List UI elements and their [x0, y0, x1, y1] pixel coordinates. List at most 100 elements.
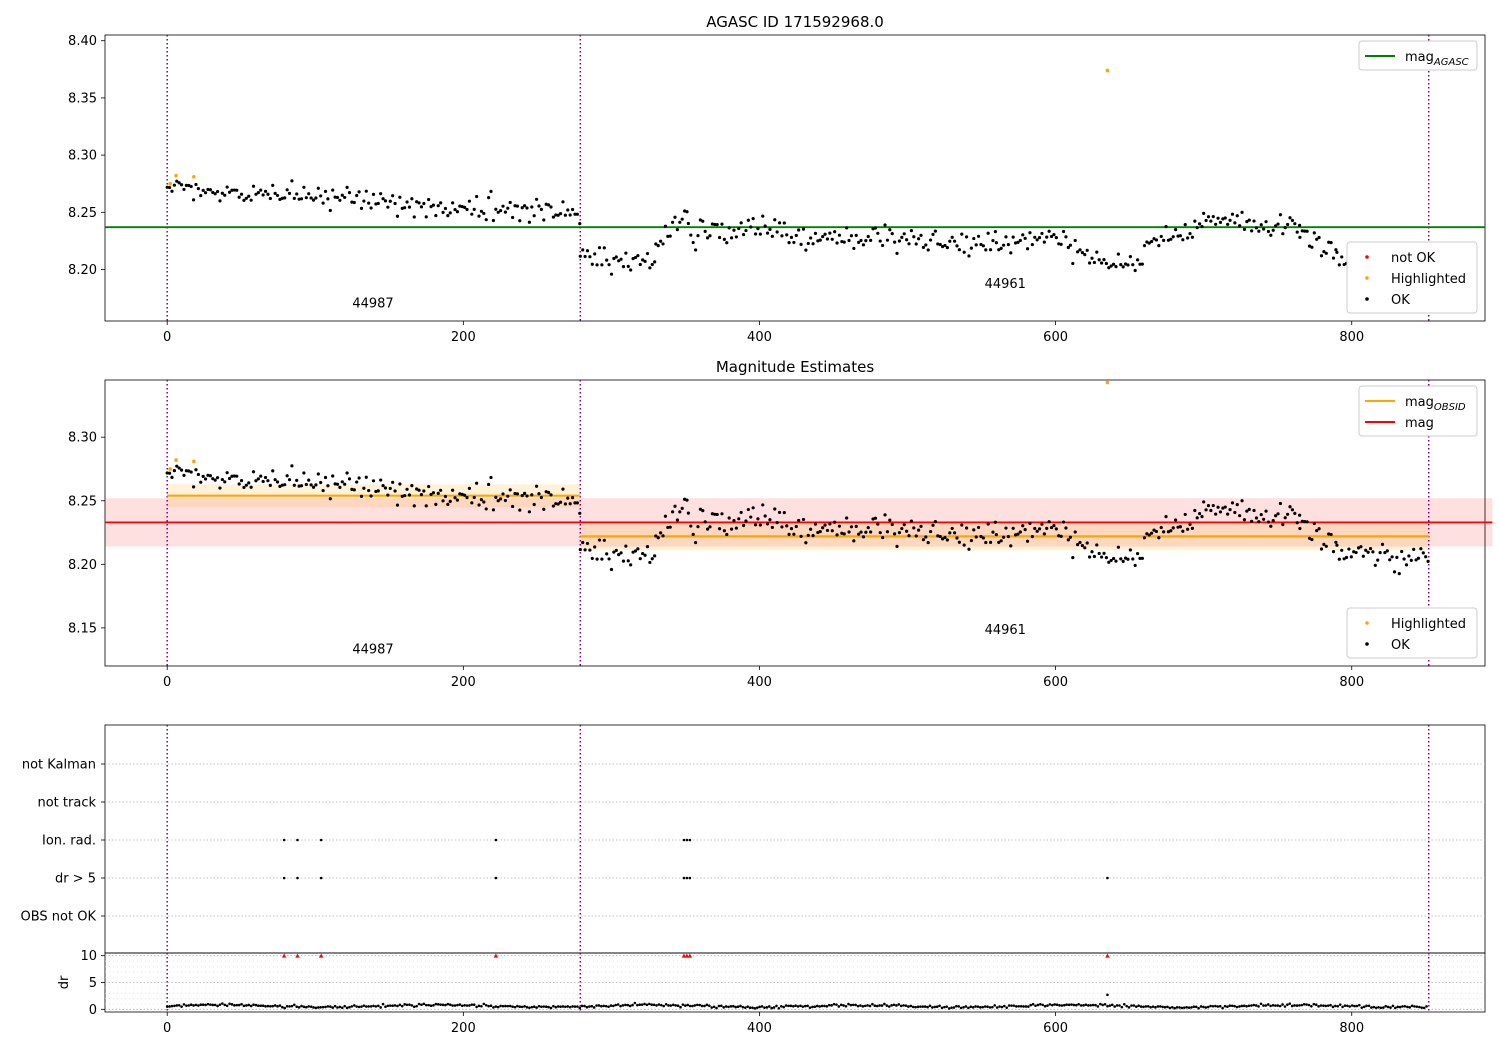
dr-point [1127, 1006, 1131, 1009]
ok-point [441, 499, 445, 503]
dr-point [1406, 1005, 1409, 1009]
ok-point [857, 532, 861, 536]
panel1-xtick-label-1: 200 [451, 675, 476, 690]
dr-point [734, 1005, 737, 1009]
dr-point [1043, 1004, 1047, 1008]
dr-point [1394, 1006, 1397, 1010]
dr-point [1300, 1003, 1304, 1007]
dr-point [321, 1005, 325, 1009]
ok-point [556, 213, 560, 217]
ok-point [446, 213, 450, 218]
ok-point [369, 494, 373, 498]
dr-point [1110, 1003, 1114, 1007]
ok-point [715, 512, 719, 517]
ok-point [1150, 239, 1154, 244]
dr-point [578, 1006, 582, 1010]
ok-point [938, 534, 942, 539]
dr-point [1379, 1006, 1383, 1010]
ok-point [1097, 258, 1101, 262]
ok-point [1157, 244, 1161, 248]
ok-point [1016, 532, 1020, 536]
dr-point [249, 1004, 253, 1008]
dr-point [652, 1003, 656, 1007]
dr-point [1247, 1004, 1251, 1008]
ok-point [1116, 545, 1120, 549]
dr-point [410, 1004, 414, 1007]
dr-point [731, 1004, 735, 1008]
ok-point [1414, 558, 1418, 562]
ok-point [612, 256, 616, 261]
ok-point [1223, 216, 1227, 220]
ok-point [1092, 260, 1096, 265]
dr-point [1134, 1005, 1138, 1008]
panel2-category-label-0: not Kalman [22, 758, 96, 773]
ok-point [239, 479, 244, 483]
dr-point [458, 1003, 462, 1006]
dr-point [1012, 1004, 1016, 1007]
ok-point [988, 540, 993, 544]
ok-point [268, 196, 272, 201]
ok-point [797, 518, 801, 523]
ok-point [991, 530, 995, 534]
ok-point [566, 208, 570, 212]
ok-point [780, 234, 784, 238]
dr-point [609, 1004, 613, 1007]
ok-point [201, 474, 205, 478]
dr-point [1077, 1002, 1080, 1006]
ok-point [1009, 544, 1013, 548]
ok-point [223, 193, 227, 197]
dr-point [484, 1003, 488, 1007]
ok-point [244, 196, 248, 200]
ok-point [1269, 524, 1273, 528]
ok-point [597, 246, 602, 250]
ok-point [371, 479, 376, 483]
dr-point [650, 1003, 654, 1006]
panel0-0-legend [1358, 40, 1478, 71]
ok-point [837, 233, 842, 237]
ok-point [287, 191, 292, 195]
dr-point [1290, 1004, 1294, 1008]
dr-point [412, 1005, 416, 1009]
ok-point [1303, 520, 1307, 524]
ok-point [1066, 245, 1070, 250]
dr-point [667, 1004, 670, 1007]
dr-point [748, 1006, 752, 1010]
ok-point [453, 496, 457, 500]
panel3-xtick-label-0: 0 [163, 1021, 171, 1036]
ok-point [997, 248, 1001, 252]
ok-point [467, 486, 472, 490]
ok-point [1059, 242, 1063, 246]
ok-point [593, 545, 597, 549]
panel1-1-legend [1346, 607, 1478, 659]
dr-point [717, 1004, 721, 1008]
ok-point [749, 225, 753, 229]
ok-point [881, 535, 885, 540]
ok-point [1216, 505, 1220, 509]
ok-point [1283, 226, 1287, 230]
ok-point [1402, 557, 1406, 561]
ok-point [656, 244, 660, 248]
dr-point [436, 1003, 440, 1006]
ok-point [388, 486, 392, 491]
dr-point [887, 1005, 891, 1008]
dr-point [801, 1005, 805, 1008]
ok-point [359, 206, 364, 210]
ok-point [419, 205, 424, 209]
dr-point [1245, 1005, 1248, 1008]
panel1-0-legend [1358, 385, 1478, 437]
dr-point [1185, 1005, 1188, 1009]
ok-point [997, 540, 1001, 544]
ok-point [578, 222, 582, 226]
ok-point [926, 248, 930, 252]
ok-point [220, 191, 224, 195]
ok-point [1252, 508, 1256, 513]
ok-point [208, 474, 212, 478]
ok-point [1254, 226, 1259, 230]
ok-point [967, 547, 971, 551]
dr-point [674, 1004, 678, 1007]
ok-point [1111, 556, 1116, 561]
ok-point [1195, 226, 1199, 230]
panel0-ytick-label-2: 8.30 [68, 149, 97, 164]
dr-point [784, 1004, 788, 1007]
ok-point [1138, 262, 1142, 266]
